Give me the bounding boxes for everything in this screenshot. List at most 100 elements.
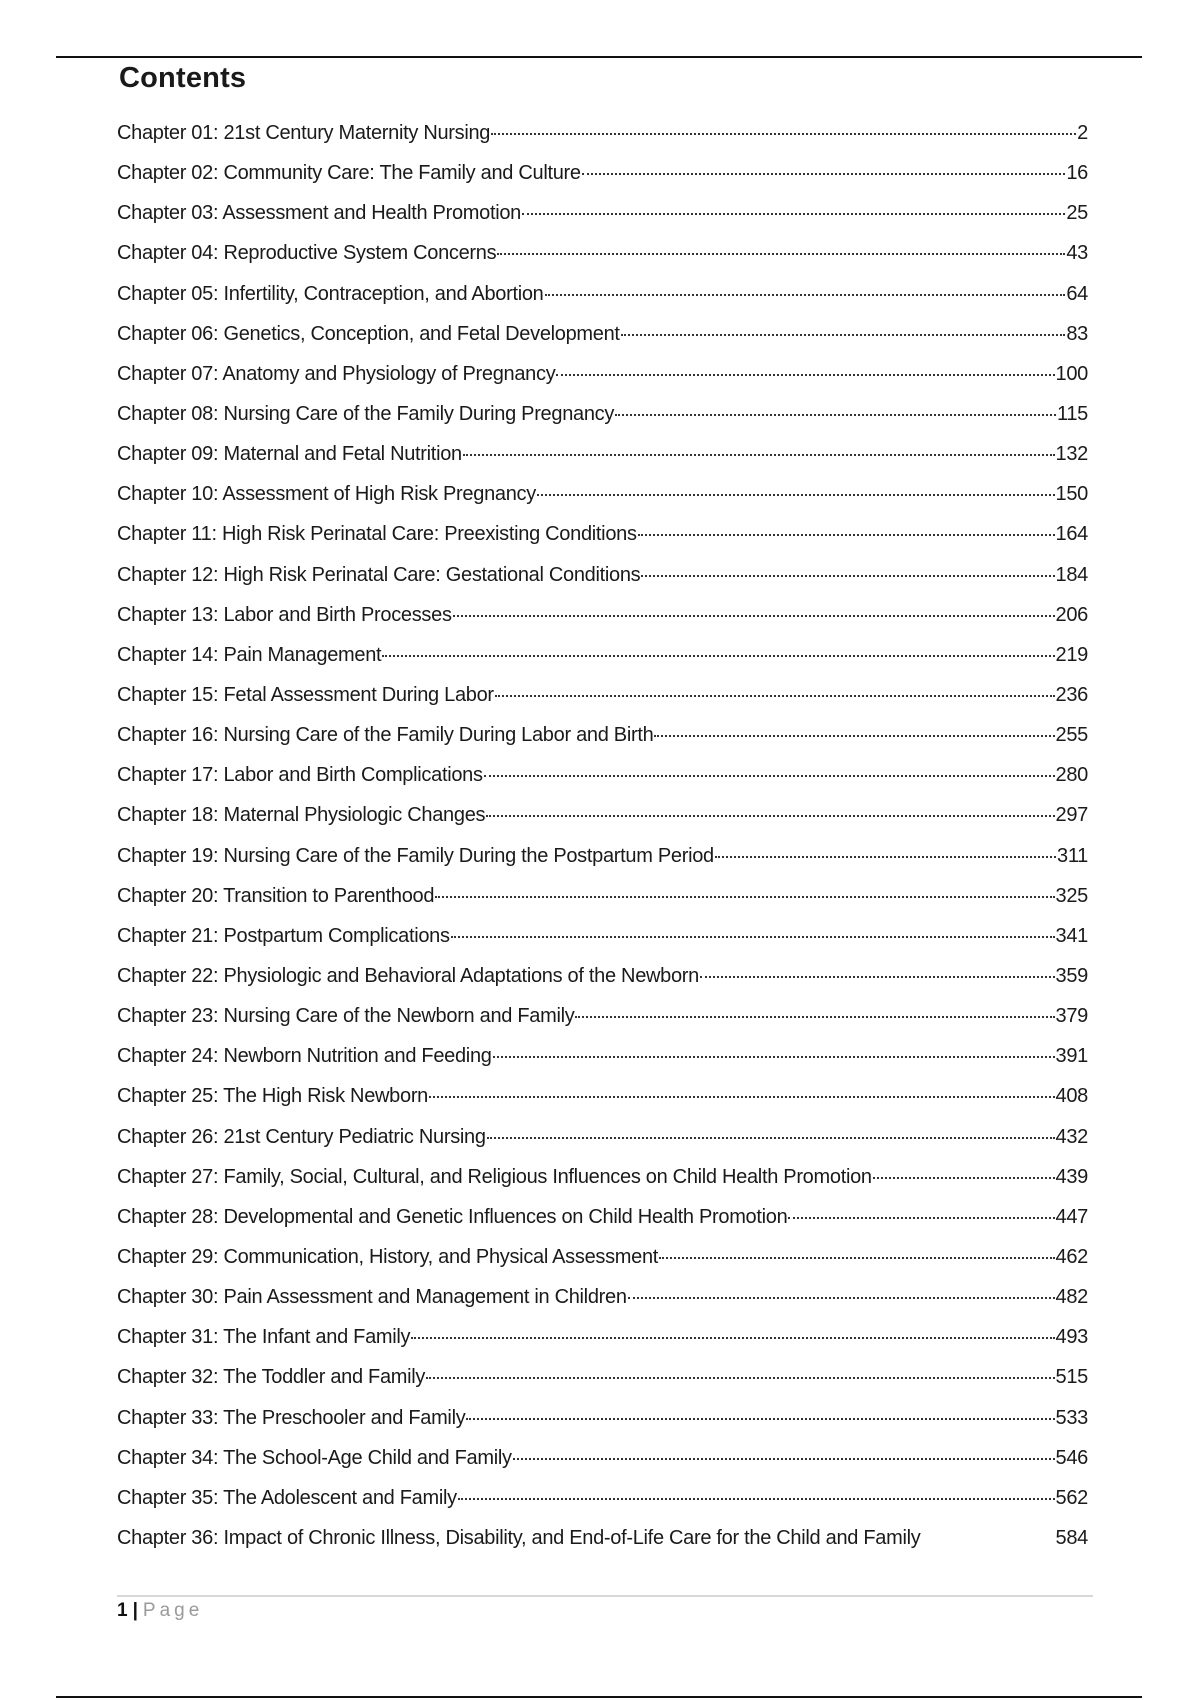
toc-entry-title: Chapter 20: Transition to Parenthood <box>117 884 435 907</box>
toc-entry[interactable]: Chapter 16: Nursing Care of the Family D… <box>117 724 1088 764</box>
dot-leader <box>491 133 1077 135</box>
toc-entry-page: 83 <box>1066 322 1088 345</box>
dot-leader <box>450 935 1055 938</box>
toc-entry-title: Chapter 27: Family, Social, Cultural, an… <box>117 1165 872 1188</box>
toc-entry-title: Chapter 34: The School-Age Child and Fam… <box>117 1446 512 1469</box>
toc-entry-title: Chapter 23: Nursing Care of the Newborn … <box>117 1005 575 1028</box>
toc-entry[interactable]: Chapter 09: Maternal and Fetal Nutrition… <box>117 443 1088 483</box>
table-of-contents: Chapter 01: 21st Century Maternity Nursi… <box>117 122 1088 1567</box>
toc-entry-title: Chapter 04: Reproductive System Concerns <box>117 242 497 265</box>
toc-entry-page: 115 <box>1057 402 1088 425</box>
dot-leader <box>544 293 1066 296</box>
toc-entry-title: Chapter 14: Pain Management <box>117 643 382 666</box>
dot-leader <box>659 1256 1055 1259</box>
toc-entry[interactable]: Chapter 21: Postpartum Complications 341 <box>117 925 1088 965</box>
bottom-rule <box>56 1696 1142 1698</box>
toc-entry-title: Chapter 11: High Risk Perinatal Care: Pr… <box>117 523 637 546</box>
dot-leader <box>512 1457 1055 1460</box>
toc-entry-title: Chapter 07: Anatomy and Physiology of Pr… <box>117 362 556 385</box>
toc-entry-page: 533 <box>1055 1406 1089 1429</box>
toc-entry-page: 43 <box>1066 242 1088 265</box>
toc-entry-page: 236 <box>1055 683 1089 706</box>
toc-entry[interactable]: Chapter 17: Labor and Birth Complication… <box>117 764 1088 804</box>
toc-entry-page: 391 <box>1055 1045 1089 1068</box>
toc-entry[interactable]: Chapter 36: Impact of Chronic Illness, D… <box>117 1527 1088 1567</box>
toc-entry-page: 184 <box>1055 563 1089 586</box>
toc-entry[interactable]: Chapter 31: The Infant and Family 493 <box>117 1326 1088 1366</box>
toc-entry[interactable]: Chapter 20: Transition to Parenthood 325 <box>117 885 1088 925</box>
toc-entry[interactable]: Chapter 10: Assessment of High Risk Preg… <box>117 483 1088 523</box>
dot-leader <box>700 975 1055 978</box>
dot-leader <box>486 815 1055 818</box>
toc-entry-page: 408 <box>1055 1085 1089 1108</box>
toc-entry[interactable]: Chapter 27: Family, Social, Cultural, an… <box>117 1166 1088 1206</box>
toc-entry-page: 546 <box>1055 1446 1089 1469</box>
dot-leader <box>637 534 1055 537</box>
toc-entry-page: 341 <box>1055 924 1089 947</box>
toc-entry[interactable]: Chapter 02: Community Care: The Family a… <box>117 162 1088 202</box>
toc-entry-title: Chapter 31: The Infant and Family <box>117 1326 411 1349</box>
toc-entry[interactable]: Chapter 29: Communication, History, and … <box>117 1246 1088 1286</box>
toc-entry[interactable]: Chapter 14: Pain Management 219 <box>117 644 1088 684</box>
toc-entry[interactable]: Chapter 30: Pain Assessment and Manageme… <box>117 1286 1088 1326</box>
toc-entry-title: Chapter 03: Assessment and Health Promot… <box>117 202 521 225</box>
dot-leader <box>556 373 1055 376</box>
toc-entry-title: Chapter 24: Newborn Nutrition and Feedin… <box>117 1045 492 1068</box>
toc-entry-page: 255 <box>1055 724 1089 747</box>
toc-entry-page: 359 <box>1055 964 1089 987</box>
toc-entry[interactable]: Chapter 01: 21st Century Maternity Nursi… <box>117 122 1088 162</box>
toc-entry-page: 562 <box>1055 1486 1089 1509</box>
toc-entry[interactable]: Chapter 18: Maternal Physiologic Changes… <box>117 804 1088 844</box>
toc-entry[interactable]: Chapter 28: Developmental and Genetic In… <box>117 1206 1088 1246</box>
toc-entry-title: Chapter 13: Labor and Birth Processes <box>117 603 452 626</box>
toc-entry[interactable]: Chapter 19: Nursing Care of the Family D… <box>117 845 1088 885</box>
toc-entry-page: 482 <box>1055 1286 1089 1309</box>
toc-entry[interactable]: Chapter 35: The Adolescent and Family 562 <box>117 1487 1088 1527</box>
toc-entry[interactable]: Chapter 05: Infertility, Contraception, … <box>117 283 1088 323</box>
toc-entry[interactable]: Chapter 33: The Preschooler and Family 53… <box>117 1407 1088 1447</box>
toc-entry[interactable]: Chapter 13: Labor and Birth Processes 206 <box>117 604 1088 644</box>
dot-leader <box>466 1417 1055 1420</box>
toc-entry-page: 432 <box>1055 1125 1089 1148</box>
toc-entry-page: 100 <box>1055 362 1089 385</box>
toc-entry[interactable]: Chapter 24: Newborn Nutrition and Feedin… <box>117 1045 1088 1085</box>
dot-leader <box>575 1016 1055 1019</box>
toc-entry[interactable]: Chapter 12: High Risk Perinatal Care: Ge… <box>117 564 1088 604</box>
toc-entry-page: 16 <box>1066 162 1088 185</box>
toc-entry-title: Chapter 18: Maternal Physiologic Changes <box>117 804 486 827</box>
toc-entry[interactable]: Chapter 25: The High Risk Newborn 408 <box>117 1085 1088 1125</box>
toc-entry-page: 164 <box>1055 523 1089 546</box>
toc-entry[interactable]: Chapter 15: Fetal Assessment During Labo… <box>117 684 1088 724</box>
dot-leader <box>788 1216 1055 1219</box>
toc-entry-page: 25 <box>1066 202 1088 225</box>
toc-entry[interactable]: Chapter 34: The School-Age Child and Fam… <box>117 1447 1088 1487</box>
dot-leader <box>426 1377 1055 1380</box>
dot-leader <box>627 1297 1055 1300</box>
dot-leader <box>486 1136 1055 1139</box>
toc-entry[interactable]: Chapter 26: 21st Century Pediatric Nursi… <box>117 1126 1088 1166</box>
toc-entry[interactable]: Chapter 22: Physiologic and Behavioral A… <box>117 965 1088 1005</box>
toc-entry[interactable]: Chapter 03: Assessment and Health Promot… <box>117 202 1088 242</box>
toc-entry[interactable]: Chapter 07: Anatomy and Physiology of Pr… <box>117 363 1088 403</box>
dot-leader <box>452 614 1055 617</box>
toc-entry[interactable]: Chapter 32: The Toddler and Family 515 <box>117 1366 1088 1406</box>
dot-leader <box>382 654 1055 657</box>
dot-leader <box>654 735 1055 738</box>
page-number: 1 <box>117 1600 128 1621</box>
toc-entry[interactable]: Chapter 04: Reproductive System Concerns… <box>117 242 1088 282</box>
toc-entry-title: Chapter 06: Genetics, Conception, and Fe… <box>117 322 620 345</box>
toc-entry-page: 325 <box>1055 884 1089 907</box>
toc-entry[interactable]: Chapter 08: Nursing Care of the Family D… <box>117 403 1088 443</box>
dot-leader <box>536 494 1055 497</box>
toc-entry-title: Chapter 21: Postpartum Complications <box>117 924 450 947</box>
dot-leader <box>620 333 1066 336</box>
toc-entry-title: Chapter 28: Developmental and Genetic In… <box>117 1205 788 1228</box>
toc-entry[interactable]: Chapter 06: Genetics, Conception, and Fe… <box>117 323 1088 363</box>
toc-entry[interactable]: Chapter 23: Nursing Care of the Newborn … <box>117 1005 1088 1045</box>
dot-leader <box>714 855 1056 858</box>
toc-entry-page: 132 <box>1055 443 1089 466</box>
toc-entry[interactable]: Chapter 11: High Risk Perinatal Care: Pr… <box>117 523 1088 563</box>
toc-entry-title: Chapter 15: Fetal Assessment During Labo… <box>117 683 494 706</box>
toc-entry-title: Chapter 01: 21st Century Maternity Nursi… <box>117 122 491 144</box>
toc-entry-page: 439 <box>1055 1165 1089 1188</box>
